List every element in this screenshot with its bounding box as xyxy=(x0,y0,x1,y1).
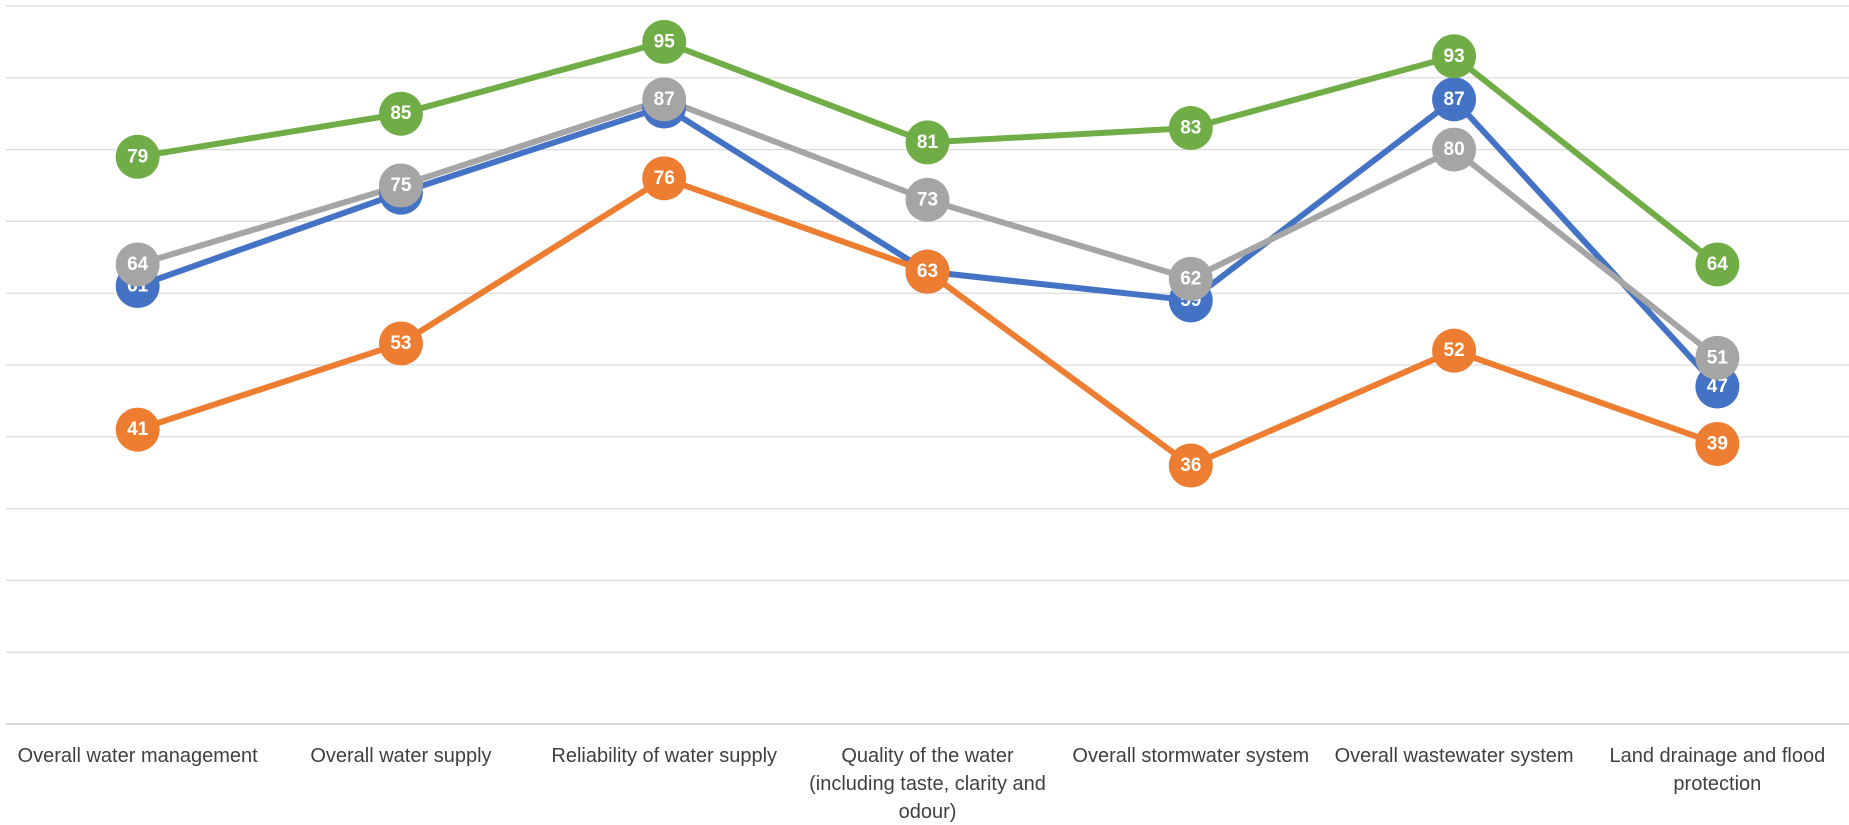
x-tick-label: Overall water supply xyxy=(310,745,492,767)
data-label: 36 xyxy=(1180,455,1201,476)
marker xyxy=(1695,421,1740,466)
marker xyxy=(1432,77,1477,122)
x-tick-label: Overall wastewater system xyxy=(1334,745,1574,767)
data-label: 81 xyxy=(917,132,939,153)
data-label: 53 xyxy=(390,333,411,354)
data-label: 79 xyxy=(127,146,148,167)
marker xyxy=(905,249,950,294)
marker xyxy=(1168,443,1213,488)
marker xyxy=(905,120,950,165)
marker xyxy=(1432,127,1477,172)
marker xyxy=(378,91,423,136)
data-label: 52 xyxy=(1444,340,1465,361)
x-tick-label: Land drainage and flood protection xyxy=(1609,745,1826,795)
marker xyxy=(1432,34,1477,79)
marker xyxy=(1695,335,1740,380)
x-tick-label: Overall water management xyxy=(17,745,258,767)
marker xyxy=(378,321,423,366)
x-tick-label: Quality of the water (including taste, c… xyxy=(809,745,1046,823)
data-label: 87 xyxy=(654,89,675,110)
marker xyxy=(1168,106,1213,151)
marker xyxy=(115,242,160,287)
x-tick-label: Reliability of water supply xyxy=(551,745,778,767)
marker xyxy=(905,177,950,222)
data-label: 87 xyxy=(1444,89,1465,110)
data-label: 51 xyxy=(1707,347,1729,368)
data-label: 93 xyxy=(1444,46,1465,67)
marker xyxy=(115,407,160,452)
data-label: 62 xyxy=(1180,268,1201,289)
marker xyxy=(642,19,687,64)
data-label: 47 xyxy=(1707,376,1728,397)
marker xyxy=(378,163,423,208)
x-tick-label: Overall stormwater system xyxy=(1072,745,1310,767)
marker xyxy=(1432,328,1477,373)
data-label: 41 xyxy=(127,419,149,440)
data-label: 95 xyxy=(654,31,676,52)
marker xyxy=(1695,242,1740,287)
data-label: 85 xyxy=(390,103,412,124)
data-label: 76 xyxy=(654,168,675,189)
marker xyxy=(642,77,687,122)
marker xyxy=(1168,256,1213,301)
data-label: 80 xyxy=(1444,139,1465,160)
data-label: 83 xyxy=(1180,118,1201,139)
data-label: 73 xyxy=(917,189,938,210)
data-label: 75 xyxy=(390,175,412,196)
marker xyxy=(642,156,687,201)
marker xyxy=(115,134,160,179)
data-label: 64 xyxy=(1707,254,1729,275)
data-label: 39 xyxy=(1707,433,1728,454)
data-label: 64 xyxy=(127,254,149,275)
data-label: 63 xyxy=(917,261,938,282)
